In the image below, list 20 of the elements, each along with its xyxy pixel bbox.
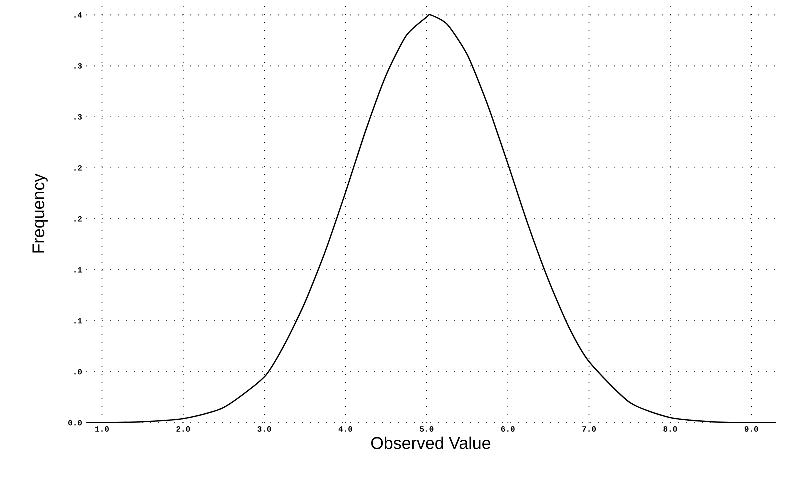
y-tick-label: .3	[74, 63, 82, 69]
x-tick-label: 9.0	[744, 426, 758, 432]
y-tick-label: .2	[74, 216, 82, 222]
y-tick-label: .1	[74, 267, 82, 273]
y-tick-label: .3	[74, 114, 82, 120]
x-tick-label: 6.0	[501, 426, 515, 432]
x-tick-label: 1.0	[96, 426, 109, 432]
y-tick-label: .0	[74, 369, 82, 375]
x-tick-label: 5.0	[420, 426, 434, 432]
x-tick-label: 4.0	[338, 426, 353, 432]
y-tick-label: .2	[74, 165, 82, 171]
x-tick-label: 2.0	[176, 426, 190, 432]
y-tick-label: .1	[74, 318, 82, 324]
x-axis-title: Observed Value	[371, 436, 491, 450]
y-tick-label: .4	[74, 12, 82, 18]
x-tick-label: 3.0	[258, 426, 272, 432]
y-tick-label: 0.0	[68, 420, 82, 426]
x-tick-label: 7.0	[582, 426, 596, 432]
x-tick-label: 8.0	[664, 426, 678, 432]
y-axis-title: Frequency	[32, 174, 48, 253]
